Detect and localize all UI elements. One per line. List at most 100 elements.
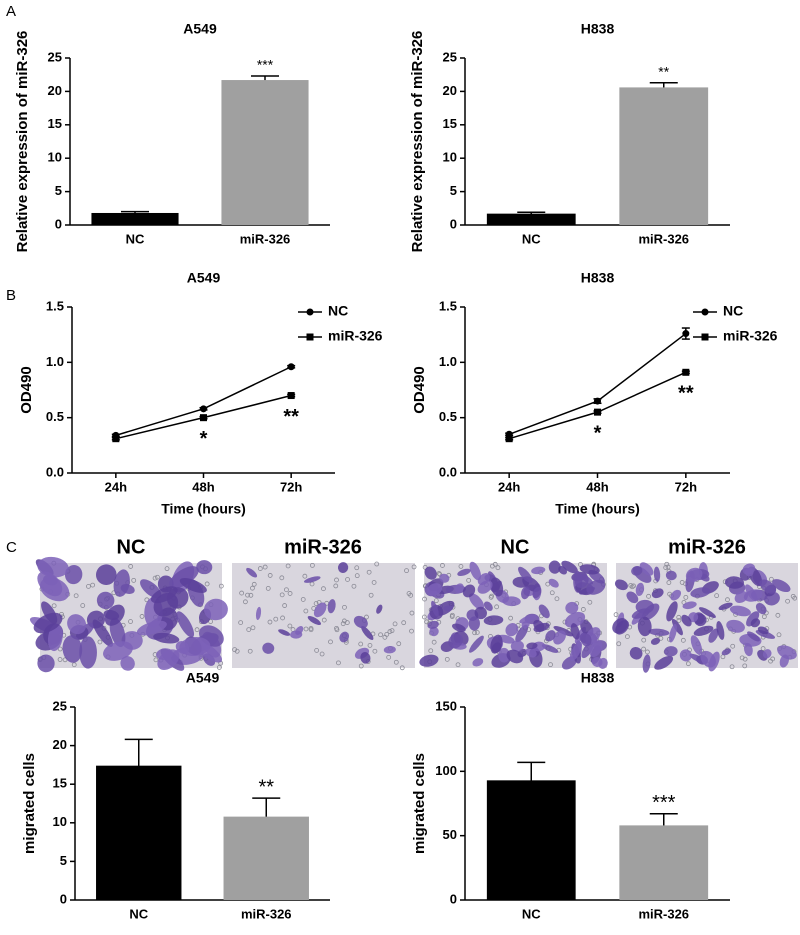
cell — [339, 631, 350, 643]
cell — [582, 575, 594, 585]
pore — [285, 563, 291, 569]
chart-title: A549 — [186, 670, 220, 686]
cell — [262, 642, 275, 654]
cell — [548, 560, 561, 574]
cell — [699, 607, 716, 618]
pore — [333, 583, 339, 589]
pore — [73, 593, 79, 599]
x-tick-label: 48h — [192, 479, 214, 494]
pore — [685, 661, 691, 667]
cell — [570, 623, 580, 640]
pore — [431, 639, 437, 645]
y-tick-label: 5 — [60, 853, 67, 868]
x-tick-label: NC — [129, 906, 148, 921]
cell — [62, 635, 83, 663]
cell — [439, 573, 450, 583]
cell — [615, 620, 630, 635]
pore — [319, 651, 325, 657]
pore — [739, 655, 745, 661]
cell — [491, 642, 502, 653]
significance: ** — [658, 63, 669, 79]
point — [200, 405, 207, 413]
cell — [505, 623, 519, 637]
pore — [658, 635, 664, 641]
x-tick-label: miR-326 — [241, 906, 292, 921]
cell — [376, 604, 383, 614]
y-tick-label: 0.0 — [439, 464, 457, 479]
cell — [665, 570, 677, 581]
cell — [33, 612, 63, 634]
cell — [734, 590, 749, 604]
x-tick-label: miR-326 — [638, 231, 689, 246]
pore — [90, 582, 96, 588]
cell — [642, 603, 660, 621]
cell — [699, 573, 710, 582]
point — [594, 397, 601, 405]
cell — [506, 649, 524, 664]
y-tick-label: 0.5 — [439, 409, 457, 424]
cell — [541, 644, 559, 653]
cell — [779, 654, 789, 668]
cell — [564, 611, 586, 628]
pore — [494, 604, 500, 610]
cell — [179, 577, 207, 593]
cell — [545, 630, 556, 642]
pore — [128, 564, 134, 569]
legend-label: miR-326 — [723, 328, 778, 344]
micrograph — [29, 556, 228, 673]
pore — [354, 565, 360, 571]
pore — [683, 594, 689, 600]
legend-marker — [701, 333, 709, 341]
pore — [279, 575, 285, 581]
cell — [337, 562, 349, 573]
cell — [431, 600, 439, 617]
y-tick-label: 0.0 — [46, 464, 64, 479]
pore — [775, 612, 781, 618]
point — [287, 363, 295, 371]
x-tick-label: 24h — [105, 479, 127, 494]
pore — [344, 620, 350, 625]
pore — [488, 594, 494, 600]
pore — [139, 614, 145, 619]
bar — [223, 816, 309, 900]
chart-title: A549 — [183, 21, 217, 37]
pore — [629, 584, 635, 590]
y-tick-label: 10 — [443, 150, 457, 165]
pore — [408, 592, 414, 598]
cell — [671, 618, 683, 636]
y-axis-label: OD490 — [18, 366, 35, 414]
cell — [457, 568, 471, 577]
image-title: NC — [117, 536, 146, 558]
pore — [508, 615, 514, 621]
chart-title: H838 — [581, 270, 615, 286]
pore — [257, 566, 263, 571]
pore — [587, 599, 593, 605]
cell — [307, 615, 322, 626]
point — [112, 435, 120, 443]
pore — [194, 627, 200, 633]
cell — [666, 601, 678, 622]
cell — [759, 579, 777, 594]
pore — [247, 648, 253, 654]
pore — [250, 625, 256, 631]
cell — [579, 564, 600, 575]
pore — [422, 596, 427, 602]
pore — [676, 614, 682, 620]
y-tick-label: 15 — [53, 776, 67, 791]
cell — [469, 635, 484, 653]
bar — [619, 87, 709, 225]
pore — [284, 587, 289, 593]
pore — [334, 577, 339, 583]
cell — [361, 626, 374, 641]
cell — [565, 601, 579, 614]
cell — [383, 646, 396, 654]
pore — [554, 596, 560, 602]
cell — [427, 583, 443, 596]
line — [115, 366, 292, 437]
pore — [248, 592, 254, 598]
x-tick-label: 48h — [586, 479, 608, 494]
cell — [750, 618, 761, 628]
pore — [302, 573, 308, 579]
bar — [221, 80, 309, 225]
